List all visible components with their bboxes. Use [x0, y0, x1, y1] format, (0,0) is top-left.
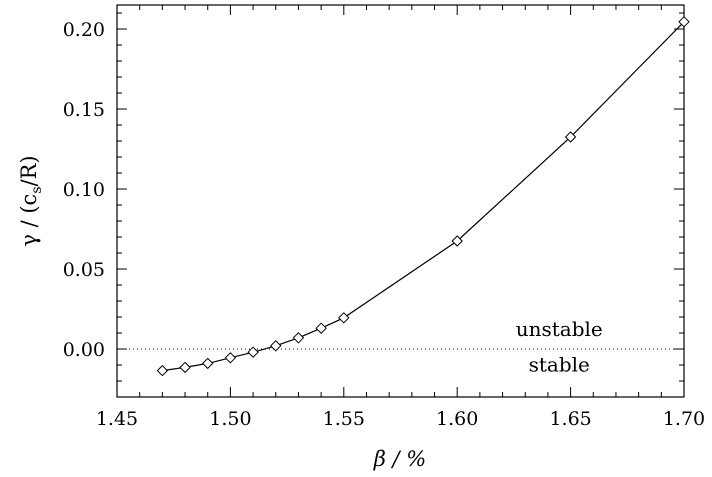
data-point-marker: [292, 332, 305, 344]
data-point-marker: [678, 16, 690, 28]
series-line: [162, 21, 685, 372]
data-point-marker: [224, 352, 237, 364]
data-point-marker: [338, 312, 350, 324]
x-tick-label: 1.45: [96, 408, 138, 430]
axis-ticks: [116, 5, 685, 397]
y-axis-label: γ / (cs/R): [17, 155, 45, 246]
x-tick-label: 1.50: [209, 408, 251, 430]
x-tick-label: 1.65: [549, 408, 591, 430]
y-axis-label-tail: /R): [17, 155, 41, 186]
data-point-marker: [156, 364, 169, 377]
data-point-marker: [564, 131, 577, 143]
y-tick-label: 0.15: [63, 99, 105, 121]
y-tick-label: 0.20: [63, 19, 105, 41]
tick-labels: 1.45 1.50 1.55 1.60 1.65 1.70 0.00 0.05 0.10 0.15…: [63, 19, 705, 430]
data-point-marker: [179, 361, 191, 374]
y-tick-label: 0.00: [63, 339, 105, 361]
x-tick-label: 1.55: [323, 408, 365, 430]
y-axis-label-main: γ / (c: [17, 194, 41, 247]
annotations: unstable stable: [516, 317, 603, 376]
data-markers: [156, 16, 690, 377]
data-point-marker: [247, 346, 259, 358]
data-point-marker: [451, 235, 463, 247]
data-point-marker: [315, 322, 327, 334]
y-tick-label: 0.05: [63, 259, 105, 281]
annotation-unstable: unstable: [516, 317, 603, 341]
annotation-stable: stable: [529, 352, 590, 376]
x-tick-label: 1.60: [436, 408, 478, 430]
x-axis-label: β / %: [373, 447, 427, 471]
y-axis-label-sub: s: [29, 186, 45, 193]
x-tick-label: 1.70: [663, 408, 705, 430]
y-tick-label: 0.10: [63, 179, 105, 201]
data-point-marker: [202, 357, 214, 370]
plot-frame: [116, 4, 685, 398]
data-point-marker: [270, 340, 282, 352]
